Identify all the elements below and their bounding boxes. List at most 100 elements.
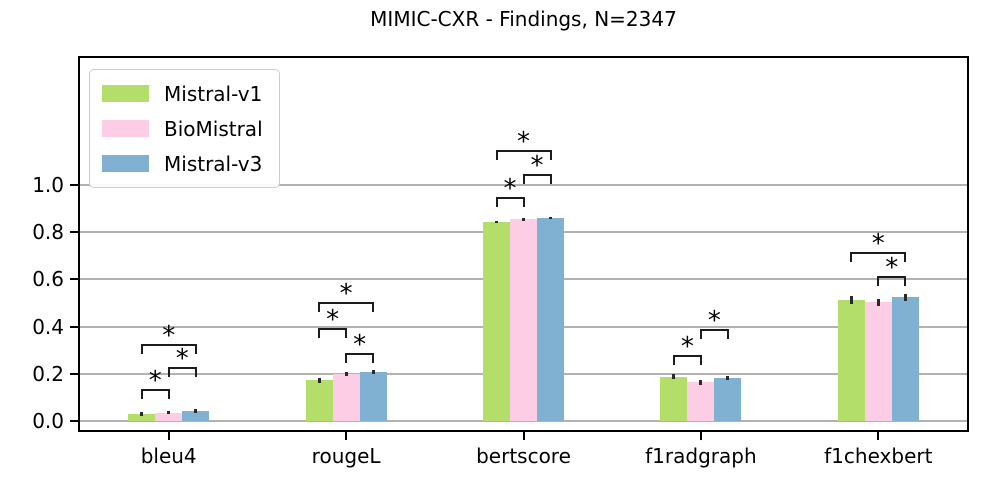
sig-f1chexbert-0-2-bar — [850, 251, 907, 254]
legend-item-mistral-v1: Mistral-v1 — [102, 79, 263, 108]
sig-rougel-0-1-right-drop — [345, 327, 348, 338]
x-tick-mark-f1radgraph — [699, 432, 702, 440]
y-tick-mark — [70, 325, 78, 328]
sig-bertscore-1-2-bar — [522, 174, 552, 177]
errorbar-mistral-v1-f1radgraph — [672, 374, 676, 379]
bar-biomistral-f1chexbert — [864, 302, 892, 422]
sig-f1radgraph-0-1-bar — [672, 355, 702, 358]
legend: Mistral-v1 BioMistral Mistral-v3 — [89, 69, 280, 188]
sig-rougel-0-2-left-drop — [318, 301, 321, 312]
sig-bleu4-1-2-right-drop — [194, 367, 197, 378]
sig-f1radgraph-0-1-right-drop — [699, 355, 702, 366]
sig-f1radgraph-1-2-left-drop — [699, 329, 702, 340]
errorbar-mistral-v1-bleu4 — [140, 412, 144, 416]
gridline-1.0 — [80, 183, 967, 186]
errorbar-biomistral-rougel — [344, 372, 348, 377]
plot-area: * * * * * * * * * * * * * Mistral-v1 BioMistral Mistra… — [78, 56, 969, 432]
sig-f1radgraph-1-2-marker: * — [707, 306, 721, 337]
sig-bleu4-0-2-right-drop — [194, 343, 197, 354]
y-tick-mark — [70, 372, 78, 375]
bar-mistral-v1-bertscore — [483, 222, 510, 422]
x-tick-label-f1chexbert: f1chexbert — [824, 444, 933, 468]
legend-label-mistral-v3: Mistral-v3 — [164, 151, 263, 176]
bar-mistral-v3-bertscore — [537, 218, 564, 422]
sig-f1chexbert-1-2-left-drop — [877, 276, 880, 287]
errorbar-mistral-v3-bertscore — [549, 216, 552, 220]
x-tick-mark-bleu4 — [167, 432, 170, 440]
bar-mistral-v1-bleu4 — [128, 413, 156, 422]
sig-bleu4-1-2-left-drop — [167, 367, 170, 378]
sig-bleu4-0-2-bar — [140, 343, 197, 346]
sig-bertscore-0-2-left-drop — [495, 149, 498, 160]
errorbar-mistral-v1-f1chexbert — [849, 296, 853, 304]
sig-f1radgraph-1-2-bar — [699, 329, 729, 332]
legend-item-biomistral: BioMistral — [102, 114, 263, 143]
legend-label-biomistral: BioMistral — [164, 116, 263, 141]
x-tick-mark-bertscore — [522, 432, 525, 440]
sig-bertscore-1-2-right-drop — [549, 174, 552, 185]
errorbar-mistral-v3-f1radgraph — [726, 375, 730, 381]
bar-biomistral-f1radgraph — [687, 382, 715, 422]
bar-mistral-v3-bleu4 — [182, 410, 210, 422]
sig-rougel-0-2-marker: * — [339, 278, 353, 309]
errorbar-mistral-v1-rougel — [317, 378, 321, 383]
sig-bertscore-0-1-right-drop — [522, 197, 525, 208]
sig-bleu4-1-2-bar — [167, 367, 197, 370]
sig-bleu4-0-2-left-drop — [140, 343, 143, 354]
plot-inner: * * * * * * * * * * * * * — [80, 58, 967, 430]
sig-f1radgraph-1-2-right-drop — [726, 329, 729, 340]
sig-f1chexbert-0-2-marker: * — [871, 228, 885, 259]
errorbar-biomistral-f1chexbert — [876, 298, 880, 307]
errorbar-biomistral-bertscore — [522, 218, 525, 221]
y-tick-mark — [70, 183, 78, 186]
y-tick-label: 0.8 — [32, 220, 64, 245]
sig-rougel-1-2-left-drop — [345, 353, 348, 364]
sig-bleu4-0-1-bar — [140, 389, 170, 392]
bar-biomistral-rougel — [332, 374, 360, 422]
sig-f1chexbert-1-2-marker: * — [885, 253, 899, 284]
sig-f1chexbert-1-2-right-drop — [904, 276, 907, 287]
errorbar-biomistral-f1radgraph — [699, 379, 703, 385]
sig-bleu4-0-1-right-drop — [167, 389, 170, 400]
bar-mistral-v3-f1radgraph — [714, 378, 742, 422]
sig-bertscore-0-1-marker: * — [503, 174, 517, 205]
errorbar-mistral-v3-rougel — [371, 370, 375, 375]
y-tick-mark — [70, 420, 78, 423]
sig-f1radgraph-0-1-left-drop — [672, 355, 675, 366]
legend-swatch-biomistral — [102, 120, 149, 137]
sig-f1chexbert-0-2-right-drop — [904, 251, 907, 262]
errorbar-mistral-v3-f1chexbert — [903, 293, 907, 302]
bar-biomistral-bleu4 — [155, 412, 183, 422]
sig-rougel-0-2-right-drop — [372, 301, 375, 312]
y-tick-label: 0.4 — [32, 314, 64, 339]
sig-bertscore-0-2-marker: * — [517, 126, 530, 157]
errorbar-mistral-v1-bertscore — [495, 220, 498, 224]
bar-mistral-v3-f1chexbert — [891, 297, 919, 422]
y-tick-label: 0.0 — [32, 409, 64, 434]
sig-bleu4-0-1-left-drop — [140, 389, 143, 400]
bar-biomistral-bertscore — [510, 219, 537, 422]
bar-mistral-v1-f1radgraph — [660, 376, 688, 422]
y-tick-label: 0.6 — [32, 267, 64, 292]
legend-swatch-mistral-v3 — [102, 155, 149, 172]
sig-bertscore-0-1-left-drop — [495, 197, 498, 208]
x-tick-mark-f1chexbert — [877, 432, 880, 440]
sig-f1chexbert-0-2-left-drop — [850, 251, 853, 262]
bar-mistral-v1-f1chexbert — [837, 300, 865, 422]
sig-rougel-1-2-bar — [345, 353, 375, 356]
x-tick-label-bleu4: bleu4 — [140, 444, 197, 468]
y-tick-mark — [70, 278, 78, 281]
legend-swatch-mistral-v1 — [102, 85, 149, 102]
legend-label-mistral-v1: Mistral-v1 — [164, 81, 263, 106]
sig-f1chexbert-1-2-bar — [877, 276, 907, 279]
y-tick-label: 0.2 — [32, 361, 64, 386]
x-tick-label-bertscore: bertscore — [476, 444, 571, 468]
chart-title: MIMIC-CXR - Findings, N=2347 — [370, 7, 677, 31]
x-tick-mark-rougel — [345, 432, 348, 440]
sig-bertscore-0-2-right-drop — [549, 149, 552, 160]
gridline-0.0 — [80, 420, 967, 423]
sig-bleu4-1-2-marker: * — [175, 344, 189, 375]
y-tick-mark — [70, 231, 78, 234]
sig-bertscore-1-2-marker: * — [530, 151, 544, 182]
